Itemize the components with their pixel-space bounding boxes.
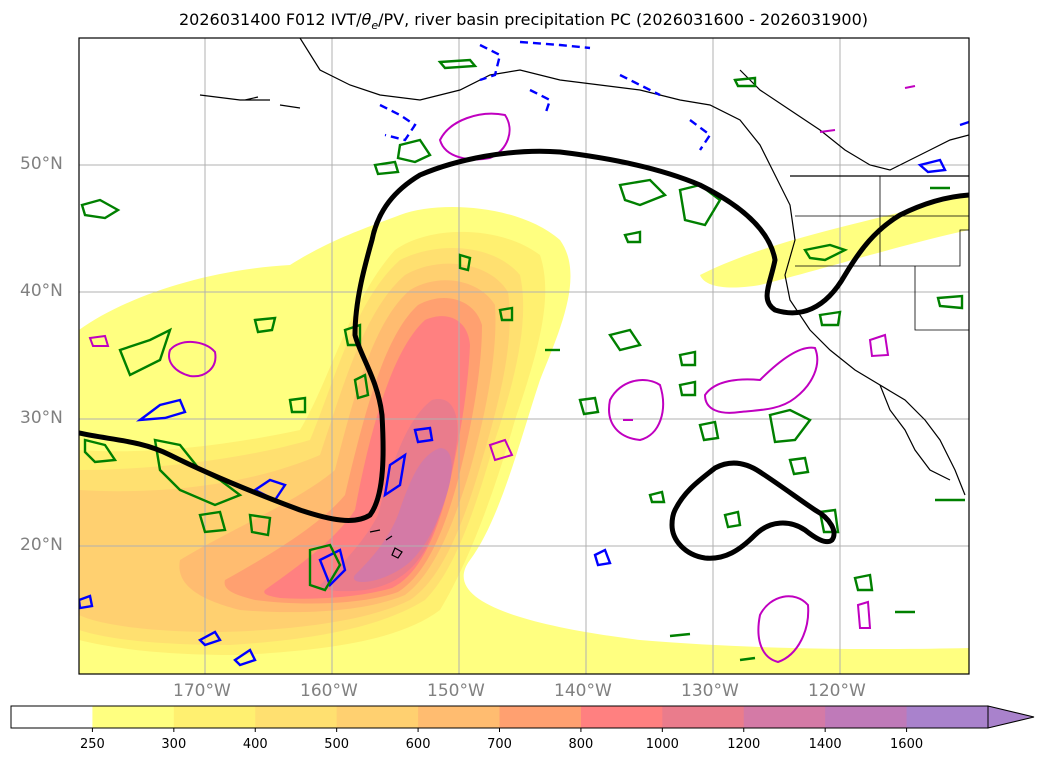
colorbar-tick-label: 600: [405, 737, 431, 752]
lon-label-170w: 170°W: [173, 681, 231, 701]
colorbar-tick-label: 300: [161, 737, 187, 752]
colorbar-tick-label: 1200: [727, 737, 761, 752]
ivt-band-250-east: [700, 195, 969, 288]
ivt-band-1200: [353, 448, 452, 582]
colorbar-tick-label: 1600: [890, 737, 924, 752]
lon-label-160w: 160°W: [300, 681, 358, 701]
colorbar-tick-label: 1400: [808, 737, 842, 752]
graticule: [79, 38, 969, 674]
colorbar-swatch: [906, 706, 989, 728]
ivt-band-250-west: [79, 320, 320, 450]
chart-title: 2026031400 F012 IVT/θe/PV, river basin p…: [178, 10, 869, 33]
colorbar-extend-arrow: [987, 705, 1035, 729]
colorbar-tick-label: 250: [79, 737, 105, 752]
map-area: [79, 38, 969, 674]
aleutians: [199, 94, 301, 109]
baja-coast: [879, 384, 951, 481]
colorbar-swatch: [825, 706, 908, 728]
colorbar-swatch: [336, 706, 419, 728]
colorbar-tick-label: 700: [487, 737, 512, 752]
lon-label-120w: 120°W: [808, 681, 866, 701]
colorbar-tick-label: 800: [568, 737, 594, 752]
lat-label-30: 30°N: [20, 408, 63, 428]
colorbar-tick-label: 1000: [645, 737, 679, 752]
colorbar-swatch: [499, 706, 582, 728]
bc-coast: [739, 69, 969, 171]
lat-label-40: 40°N: [20, 281, 63, 301]
us-state-borders: [795, 176, 969, 331]
alaska-coast: [299, 38, 966, 496]
pv-contour-west: [79, 148, 969, 523]
pv-contour-east: [669, 460, 837, 561]
hawaii-islands: [369, 529, 403, 559]
colorbar-swatch: [92, 706, 175, 728]
map-frame: [78, 37, 970, 675]
lon-label-130w: 130°W: [681, 681, 739, 701]
colorbar-swatch: [580, 706, 663, 728]
colorbar-swatch: [662, 706, 745, 728]
colorbar-swatch: [743, 706, 826, 728]
green-contours: [80, 58, 965, 662]
colorbar-swatch: [255, 706, 338, 728]
lat-label-50: 50°N: [20, 154, 63, 174]
lon-label-140w: 140°W: [554, 681, 612, 701]
colorbar-swatch: [173, 706, 256, 728]
colorbar-swatch: [418, 706, 500, 728]
magenta-contours: [88, 85, 916, 664]
colorbar-swatch: [11, 706, 93, 728]
colorbar-tick-label: 400: [242, 737, 268, 752]
colorbar-tick-label: 500: [324, 737, 350, 752]
coastlines: [199, 38, 969, 559]
lon-label-150w: 150°W: [427, 681, 485, 701]
colorbar: [10, 705, 1035, 732]
lat-label-20: 20°N: [20, 535, 63, 555]
